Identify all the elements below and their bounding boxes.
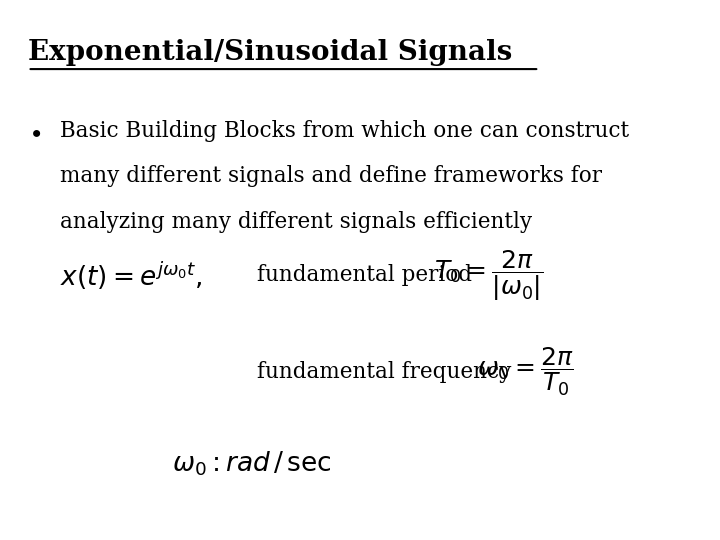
Text: $T_0 = \dfrac{2\pi}{|\omega_0|}$: $T_0 = \dfrac{2\pi}{|\omega_0|}$ (434, 248, 544, 303)
Text: many different signals and define frameworks for: many different signals and define framew… (60, 165, 603, 187)
Text: Basic Building Blocks from which one can construct: Basic Building Blocks from which one can… (60, 119, 629, 141)
Text: $\bullet$: $\bullet$ (27, 119, 41, 144)
Text: $x(t) = e^{j\omega_0 t},$: $x(t) = e^{j\omega_0 t},$ (60, 259, 202, 292)
Text: $\omega_0 = \dfrac{2\pi}{T_0}$: $\omega_0 = \dfrac{2\pi}{T_0}$ (477, 346, 574, 398)
Text: fundamental frequency: fundamental frequency (257, 361, 511, 383)
Text: analyzing many different signals efficiently: analyzing many different signals efficie… (60, 211, 533, 233)
Text: Exponential/Sinusoidal Signals: Exponential/Sinusoidal Signals (27, 39, 512, 66)
Text: $\omega_0 : \mathit{rad} \,/\, \mathrm{sec}$: $\omega_0 : \mathit{rad} \,/\, \mathrm{s… (172, 449, 332, 478)
Text: fundamental period: fundamental period (257, 265, 472, 286)
